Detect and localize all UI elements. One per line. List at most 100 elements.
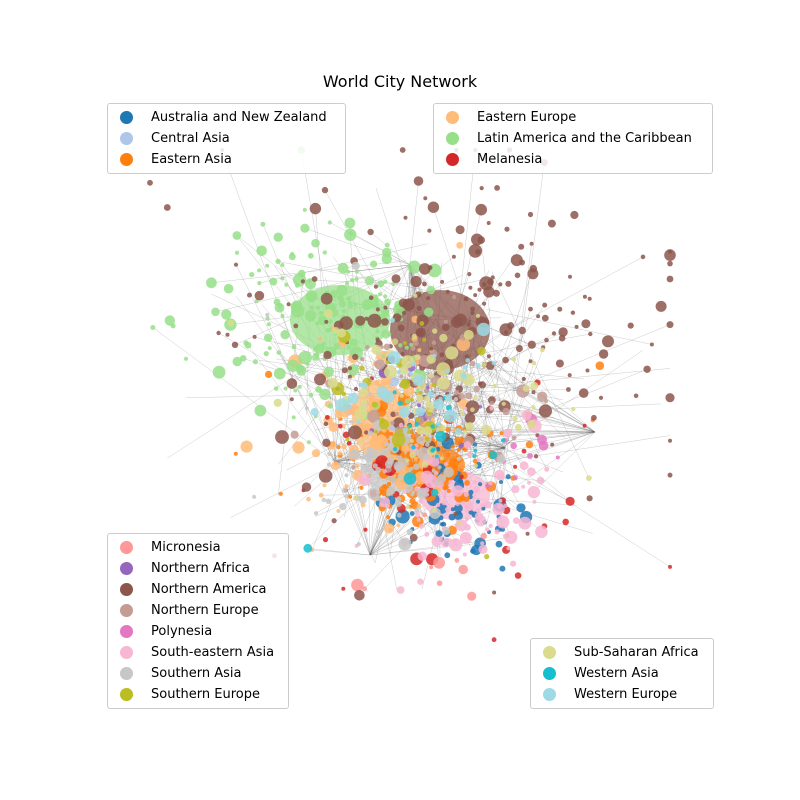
city-node <box>341 586 346 591</box>
city-node <box>587 296 592 301</box>
city-node <box>375 307 380 312</box>
city-node <box>456 447 461 452</box>
city-node <box>221 309 232 320</box>
city-node <box>503 428 513 438</box>
city-node <box>483 501 492 509</box>
city-node <box>301 482 312 492</box>
city-node <box>536 476 545 485</box>
city-node <box>627 322 634 329</box>
city-node <box>666 275 674 283</box>
city-node <box>486 354 491 359</box>
city-node <box>450 316 463 328</box>
city-node <box>488 396 496 404</box>
city-node <box>311 276 318 282</box>
city-node <box>267 346 272 351</box>
city-node <box>446 489 451 493</box>
city-node <box>309 202 322 215</box>
network-edge <box>312 420 365 550</box>
city-node <box>265 316 270 321</box>
city-node <box>448 479 453 484</box>
city-node <box>494 529 500 535</box>
city-node <box>352 353 359 360</box>
city-node <box>506 546 511 551</box>
city-node <box>466 322 471 327</box>
city-node <box>531 390 536 395</box>
city-node <box>384 242 390 248</box>
city-node <box>504 226 510 232</box>
city-node <box>351 261 360 270</box>
city-node <box>368 295 374 301</box>
city-node <box>417 403 422 408</box>
city-node <box>297 384 302 389</box>
legend-marker <box>446 132 459 145</box>
city-node <box>409 342 414 347</box>
city-node <box>441 500 447 506</box>
city-node <box>428 372 435 379</box>
city-node <box>467 272 472 277</box>
city-node <box>458 392 465 400</box>
city-node <box>562 518 569 526</box>
city-node <box>331 518 337 524</box>
chart-title: World City Network <box>322 72 478 91</box>
network-edge <box>427 435 671 473</box>
legend-item-australia-and-new-zealand: Australia and New Zealand <box>116 107 337 128</box>
city-node <box>507 322 515 330</box>
city-node <box>359 485 364 490</box>
network-edge <box>369 537 511 556</box>
city-node <box>403 341 407 345</box>
city-node <box>359 440 364 445</box>
city-node <box>325 498 332 505</box>
city-node <box>470 407 475 413</box>
city-node <box>477 381 483 386</box>
city-node <box>354 463 360 469</box>
city-node <box>291 344 297 350</box>
city-node <box>353 386 359 392</box>
city-node <box>566 387 571 392</box>
network-edge <box>409 180 419 266</box>
city-node <box>339 300 346 308</box>
city-node <box>526 419 536 429</box>
city-node <box>433 398 445 410</box>
city-node <box>414 422 420 427</box>
city-node <box>499 565 506 572</box>
city-node <box>512 517 520 524</box>
city-node <box>335 398 350 413</box>
city-node <box>649 342 654 347</box>
city-node <box>435 430 447 442</box>
city-node <box>464 480 470 486</box>
city-node <box>348 494 353 499</box>
city-node <box>411 333 417 339</box>
city-node <box>598 349 609 359</box>
city-node <box>453 397 459 402</box>
city-node <box>514 423 522 431</box>
city-node <box>436 580 443 586</box>
city-node <box>355 315 366 326</box>
city-node <box>351 578 364 592</box>
city-node <box>458 468 463 473</box>
city-node <box>664 249 676 261</box>
city-node <box>227 319 235 327</box>
city-node <box>233 451 238 456</box>
city-node <box>668 438 672 443</box>
city-node <box>425 442 430 447</box>
city-node <box>481 506 486 511</box>
city-node <box>306 440 311 445</box>
city-node <box>371 344 382 355</box>
city-node <box>439 333 448 343</box>
city-node <box>435 530 443 538</box>
city-node <box>422 337 427 342</box>
city-node <box>643 365 651 373</box>
city-node <box>430 424 435 429</box>
city-node <box>582 294 587 299</box>
city-node <box>318 310 324 316</box>
city-node <box>488 450 498 460</box>
city-node <box>445 369 450 373</box>
city-node <box>232 231 242 240</box>
city-node <box>454 436 460 443</box>
city-node <box>389 317 395 323</box>
city-node <box>535 433 540 438</box>
city-node <box>211 307 220 317</box>
legend-item-micronesia: Micronesia <box>116 537 280 558</box>
city-node <box>558 327 568 337</box>
city-node <box>397 400 403 406</box>
